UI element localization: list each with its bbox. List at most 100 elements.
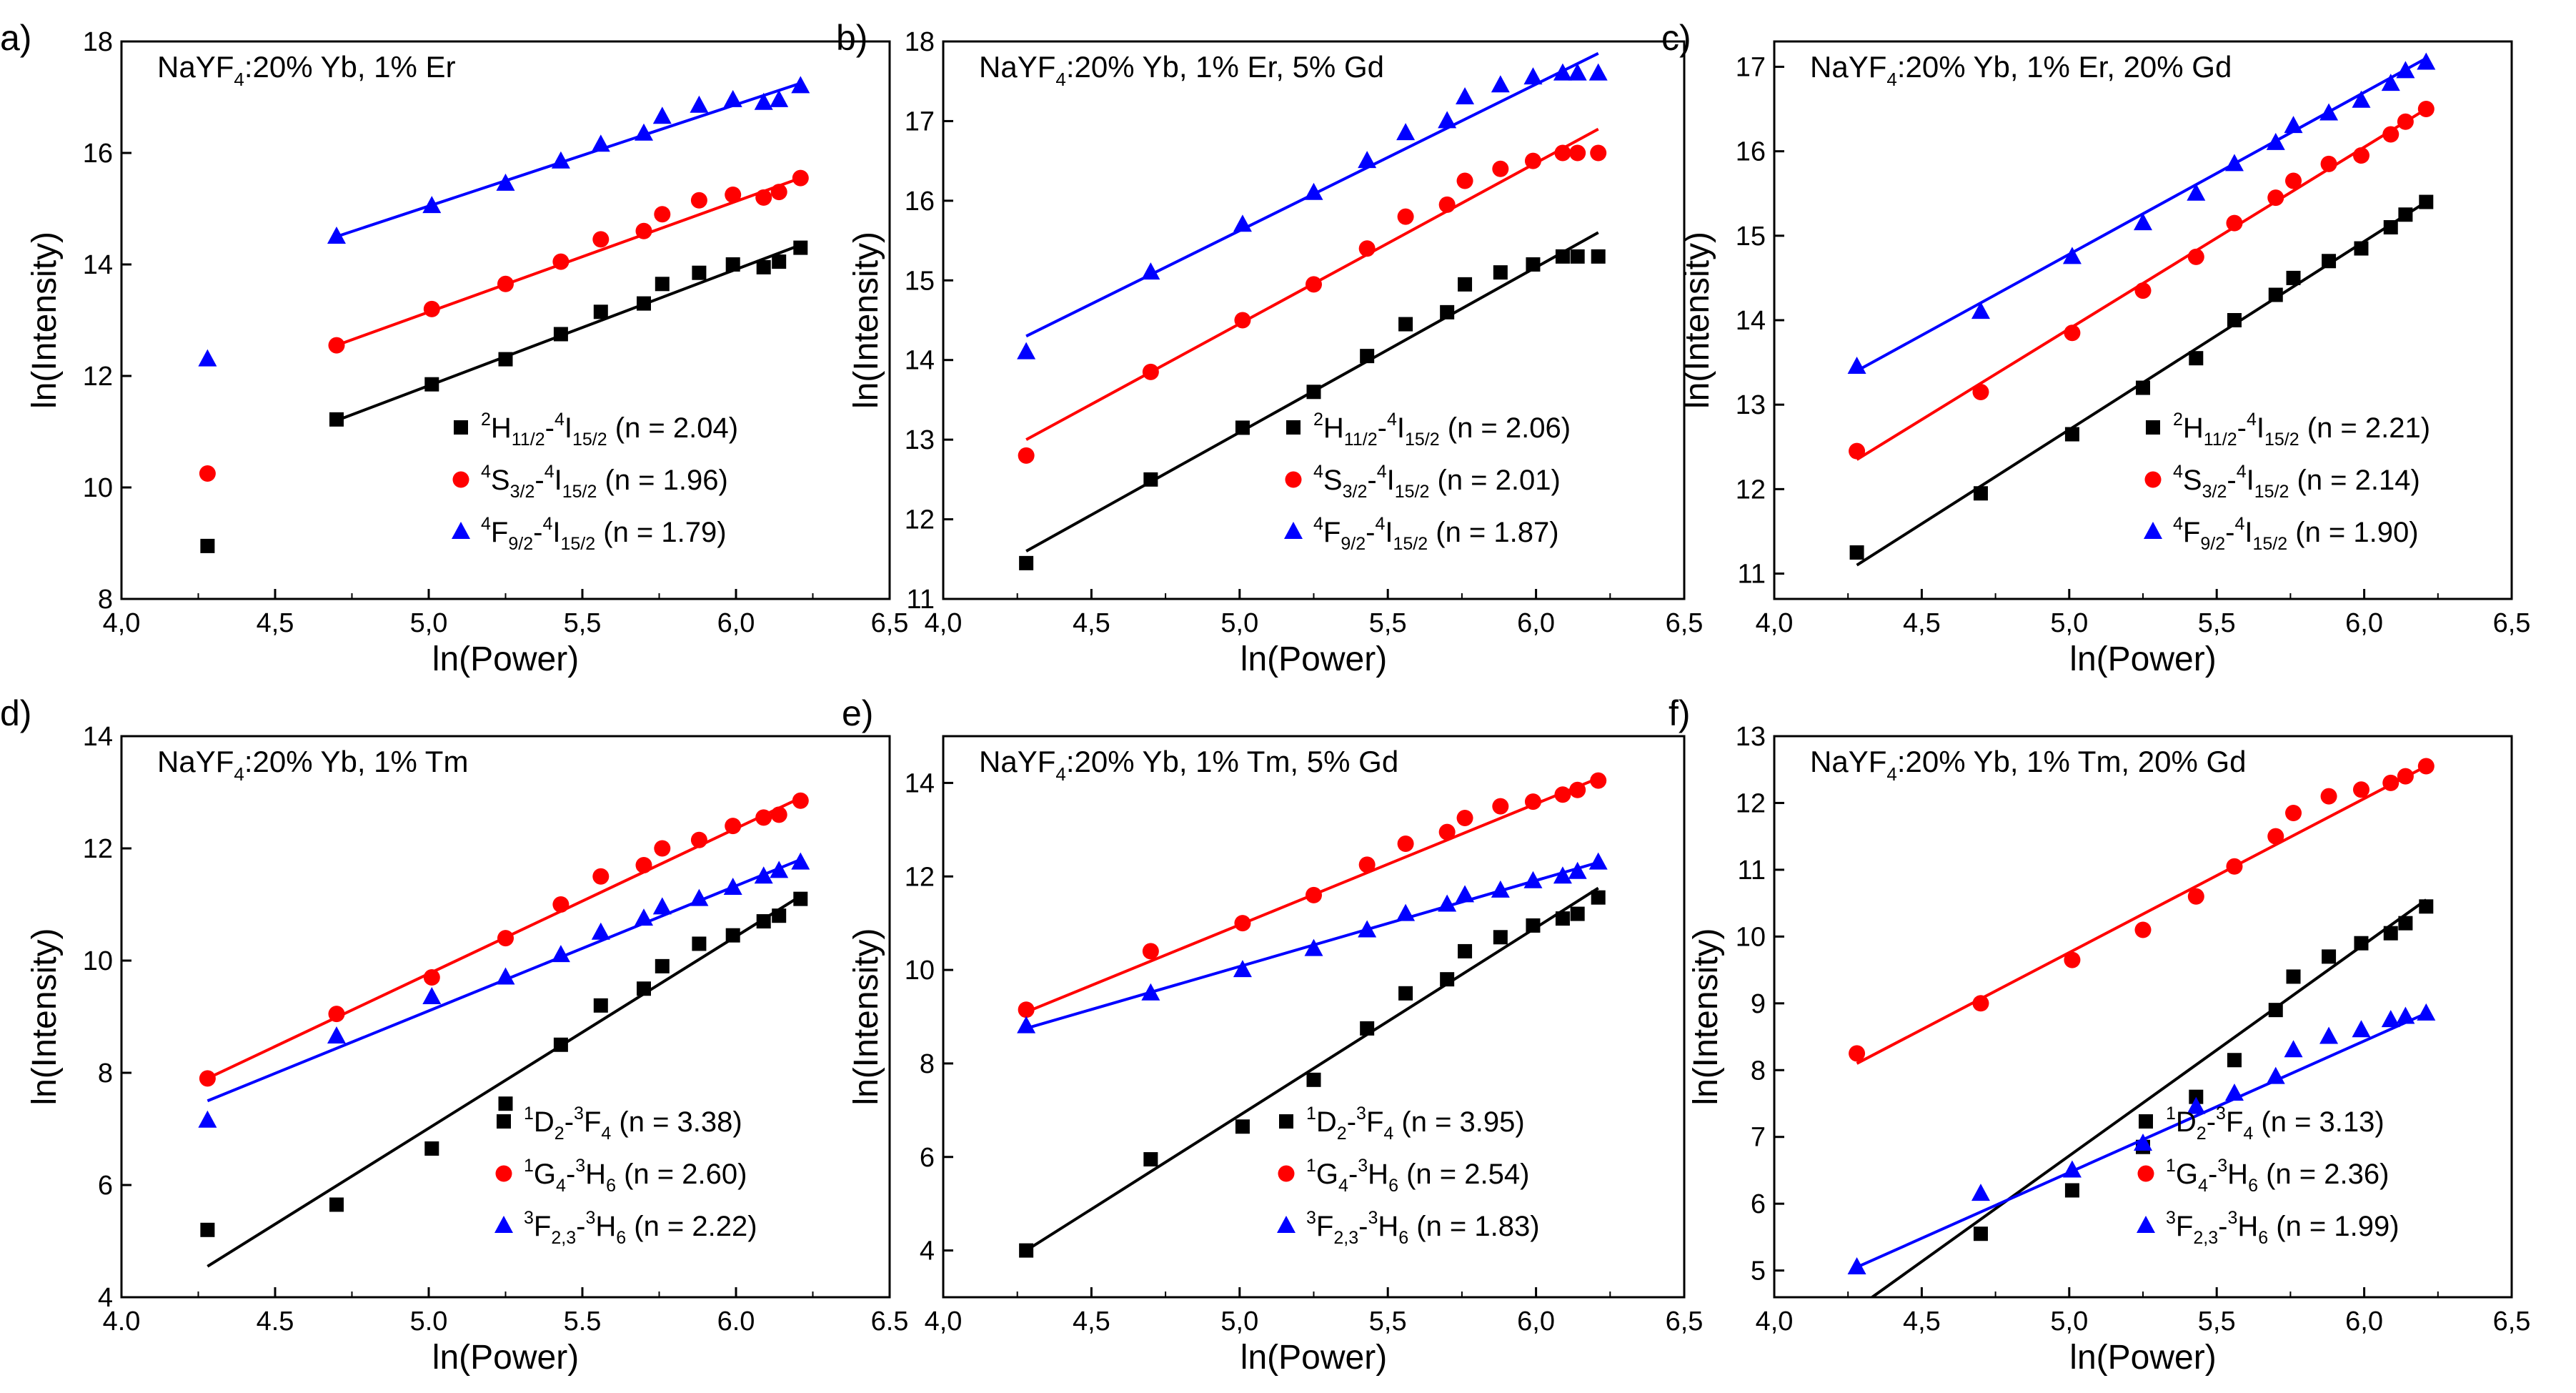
circle-marker-icon (2137, 1165, 2154, 1182)
data-point (1018, 1001, 1035, 1018)
legend-item: 2H11/2-4I15/2 (n = 2.06) (1286, 410, 1571, 450)
legend-label: 1D2-3F4 (n = 3.38) (524, 1104, 742, 1144)
data-point (655, 958, 670, 973)
fit-line (207, 895, 802, 1268)
panel-letter: b) (836, 18, 867, 58)
x-tick-label: 4,0 (103, 608, 141, 638)
legend-item: 4F9/2-4I15/2 (n = 1.90) (2144, 514, 2419, 554)
data-point (2187, 888, 2204, 905)
data-point (2285, 172, 2302, 189)
data-point (1849, 545, 1864, 560)
series-black (1019, 886, 1606, 1258)
data-point (2352, 781, 2369, 798)
legend-label: 1G4-3H6 (n = 2.54) (1306, 1156, 1529, 1196)
y-tick-label: 12 (905, 505, 935, 535)
data-point (1233, 214, 1252, 232)
data-point (498, 352, 513, 367)
y-tick-label: 13 (1736, 390, 1766, 420)
y-tick-label: 6 (1751, 1189, 1766, 1219)
y-axis-title: ln(Intensity) (26, 232, 64, 409)
legend: 2H11/2-4I15/2 (n = 2.04) 4S3/2-4I15/2 (n … (452, 410, 738, 554)
plot-area (198, 792, 810, 1268)
series-red (1018, 127, 1607, 464)
data-point (754, 92, 773, 110)
data-point (424, 377, 439, 392)
series-black (1019, 231, 1606, 570)
data-point (770, 806, 787, 823)
legend-item: 1D2-3F4 (n = 3.95) (1279, 1104, 1525, 1144)
data-point (1438, 894, 1457, 912)
data-point (1973, 486, 1988, 501)
data-point (725, 818, 742, 835)
series-blue (1017, 51, 1608, 360)
data-point (635, 222, 652, 239)
legend-label: 3F2,3-3H6 (n = 1.99) (2166, 1208, 2400, 1248)
legend: 1D2-3F4 (n = 3.95) 1G4-3H6 (n = 2.54) 3F2,… (1277, 1104, 1540, 1248)
data-point (1555, 911, 1570, 926)
data-point (2319, 103, 2339, 121)
data-point (2396, 61, 2415, 79)
y-tick-label: 4 (920, 1236, 935, 1266)
panel-letter: a) (0, 18, 31, 58)
data-point (200, 538, 215, 553)
x-axis-title: ln(Power) (432, 1339, 579, 1377)
y-tick-label: 14 (905, 346, 935, 376)
data-point (2267, 828, 2284, 845)
data-point (2224, 1083, 2244, 1101)
fit-line (1856, 56, 2427, 372)
data-point (593, 998, 608, 1013)
plot-area (198, 76, 810, 553)
y-axis-title: ln(Intensity) (847, 928, 885, 1105)
data-point (2396, 1006, 2415, 1024)
y-tick-label: 14 (83, 722, 113, 752)
legend-item: 1D2-3F4 (n = 3.38) (497, 1104, 742, 1144)
data-point (497, 275, 514, 292)
data-point (1493, 265, 1508, 280)
data-point (2417, 758, 2435, 775)
x-tick-label: 5.0 (410, 1307, 448, 1337)
data-point (725, 187, 742, 203)
data-point (327, 227, 346, 244)
data-point (552, 896, 570, 913)
data-point (2398, 916, 2413, 931)
legend-label: 1G4-3H6 (n = 2.36) (2166, 1156, 2389, 1196)
data-point (2319, 1026, 2339, 1044)
plot-area (1017, 51, 1608, 570)
data-point (2382, 774, 2400, 791)
triangle-marker-icon (452, 522, 470, 539)
data-point (551, 151, 570, 169)
data-point (497, 930, 514, 947)
x-tick-label: 5,5 (564, 608, 602, 638)
data-point (1590, 144, 1607, 162)
data-point (1588, 852, 1608, 870)
legend-label: 1G4-3H6 (n = 2.60) (524, 1156, 747, 1196)
data-point (692, 936, 707, 951)
data-point (1358, 151, 1377, 169)
data-point (1143, 472, 1158, 487)
legend: 1D2-3F4 (n = 3.38) 1G4-3H6 (n = 2.60) 3F2,… (494, 1104, 757, 1248)
data-point (1396, 123, 1416, 141)
data-point (1304, 938, 1323, 956)
legend-item: 1G4-3H6 (n = 2.36) (2137, 1156, 2389, 1196)
data-point (327, 1026, 346, 1043)
legend-label: 2H11/2-4I15/2 (n = 2.04) (481, 410, 738, 450)
y-tick-label: 7 (1751, 1123, 1766, 1153)
data-point (1568, 861, 1587, 879)
y-tick-label: 11 (907, 585, 935, 615)
data-point (1358, 240, 1376, 257)
data-point (652, 897, 672, 915)
data-point (792, 792, 809, 809)
y-tick-label: 17 (905, 106, 935, 137)
series-black (200, 891, 808, 1268)
legend-label: 3F2,3-3H6 (n = 1.83) (1306, 1208, 1540, 1248)
data-point (635, 123, 653, 141)
data-point (1017, 342, 1036, 360)
circle-marker-icon (1278, 1165, 1295, 1182)
data-point (1456, 885, 1475, 903)
data-point (770, 89, 789, 107)
data-point (792, 169, 809, 187)
plot-area (1017, 772, 1608, 1258)
data-point (1234, 915, 1251, 932)
legend-item: 4S3/2-4I15/2 (n = 1.96) (452, 462, 728, 502)
data-point (2062, 1160, 2082, 1178)
